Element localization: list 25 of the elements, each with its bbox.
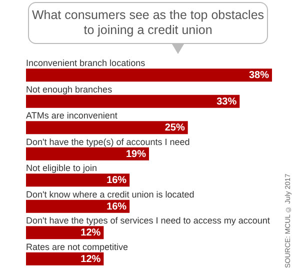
y-tick-label: Not eligible to join: [26, 163, 98, 174]
data-label: 16%: [106, 201, 127, 212]
data-label: 33%: [216, 96, 237, 108]
bar: [26, 226, 104, 240]
bar: [26, 147, 149, 160]
y-tick-label: Don't know where a credit union is located: [26, 189, 194, 200]
data-label: 19%: [126, 148, 146, 160]
speech-bubble: What consumers see as the top obstacles to joining a credit union: [28, 2, 268, 44]
data-label: 25%: [164, 122, 185, 134]
data-label: 12%: [80, 254, 101, 265]
data-label: 16%: [106, 175, 127, 186]
data-label: 12%: [80, 228, 101, 239]
bar: [26, 94, 240, 108]
bar: [26, 121, 188, 134]
bar: [26, 200, 130, 213]
y-tick-label: Don't have the types of services I need to access my account: [26, 216, 270, 226]
y-tick-label: Inconvenient branch locations: [26, 58, 146, 68]
y-tick-label: Rates are not competitive: [26, 242, 128, 252]
bar: [26, 174, 130, 187]
bar: [26, 68, 272, 82]
data-label: 38%: [248, 70, 270, 82]
y-tick-label: ATMs are inconvenient: [26, 110, 118, 121]
bar: [26, 252, 104, 266]
y-tick-label: Don't have the type(s) of accounts I need: [26, 136, 190, 147]
y-tick-label: Not enough branches: [26, 84, 113, 94]
